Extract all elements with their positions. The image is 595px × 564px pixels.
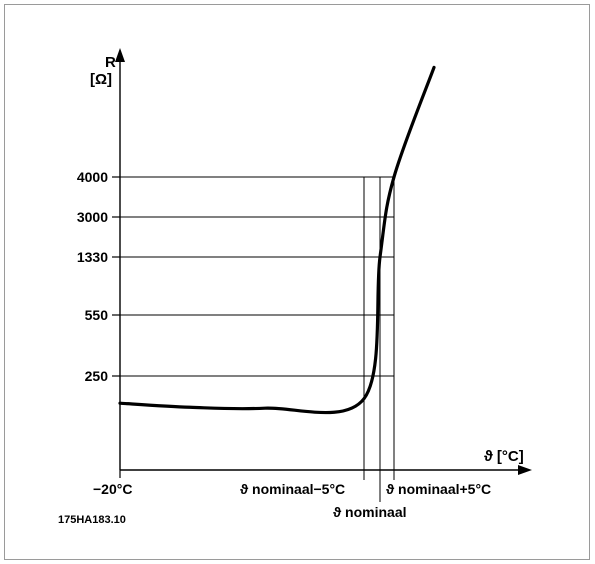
y-tick-label-550: 550 bbox=[85, 307, 109, 323]
x-tick-label-nominal: ϑ nominaal bbox=[333, 504, 407, 520]
figure-frame bbox=[4, 4, 590, 560]
x-axis-title: ϑ [°C] bbox=[484, 448, 524, 465]
y-axis-symbol: R bbox=[105, 54, 116, 71]
y-axis-arrow bbox=[115, 48, 125, 62]
y-tick-label-4000: 4000 bbox=[77, 169, 108, 185]
horizontal-gridlines bbox=[112, 176, 394, 377]
y-tick-labels: 250 550 1330 3000 4000 bbox=[77, 169, 108, 384]
y-tick-label-1330: 1330 bbox=[77, 249, 108, 265]
y-tick-label-250: 250 bbox=[85, 368, 109, 384]
x-tick-label-nominal-minus5: ϑ nominaal−5°C bbox=[240, 481, 345, 497]
vertical-guidelines bbox=[119, 177, 395, 502]
x-tick-label-minus20: −20°C bbox=[93, 481, 132, 497]
x-axis-arrow bbox=[518, 465, 532, 475]
figure-code: 175HA183.10 bbox=[58, 514, 126, 526]
y-tick-label-3000: 3000 bbox=[77, 209, 108, 225]
y-axis-unit: [Ω] bbox=[90, 71, 112, 88]
resistance-curve bbox=[118, 65, 436, 415]
x-tick-label-nominal-plus5: ϑ nominaal+5°C bbox=[386, 481, 491, 497]
